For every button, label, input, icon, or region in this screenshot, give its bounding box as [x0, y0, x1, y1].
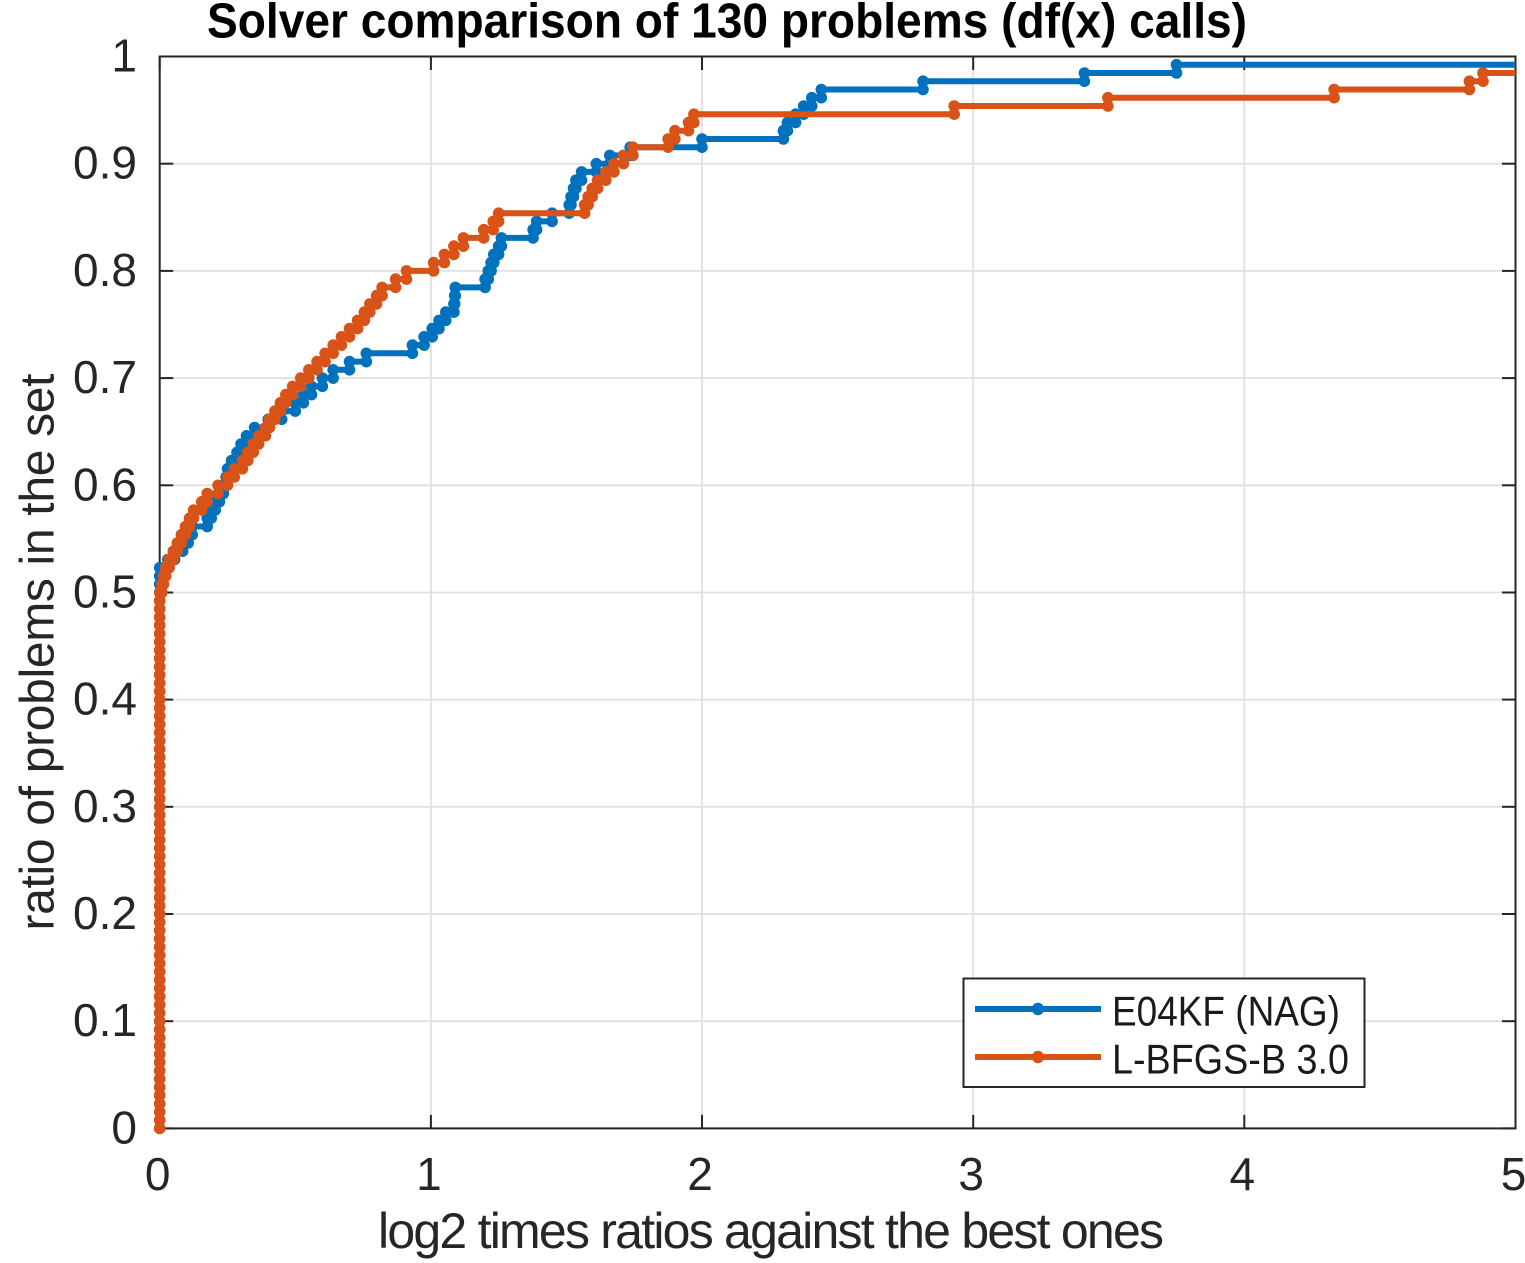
svg-text:L-BFGS-B 3.0: L-BFGS-B 3.0	[1112, 1036, 1349, 1083]
svg-text:0: 0	[111, 1101, 137, 1153]
svg-text:E04KF (NAG): E04KF (NAG)	[1112, 988, 1340, 1035]
svg-text:3: 3	[958, 1148, 984, 1200]
svg-text:5: 5	[1501, 1148, 1525, 1200]
svg-text:0.3: 0.3	[73, 780, 137, 832]
svg-text:0.1: 0.1	[73, 994, 137, 1046]
svg-text:0.5: 0.5	[73, 566, 137, 618]
svg-text:0.7: 0.7	[73, 351, 137, 403]
svg-text:ratio of problems in the set: ratio of problems in the set	[12, 374, 65, 931]
svg-text:0.8: 0.8	[73, 244, 137, 296]
svg-text:2: 2	[687, 1148, 713, 1200]
svg-text:0: 0	[145, 1148, 171, 1200]
svg-text:0.4: 0.4	[73, 673, 137, 725]
svg-text:log2 times ratios against the: log2 times ratios against the best ones	[378, 1203, 1164, 1259]
svg-text:Solver comparison of 130 probl: Solver comparison of 130 problems (df(x)…	[207, 0, 1247, 49]
svg-text:1: 1	[416, 1148, 442, 1200]
svg-text:1: 1	[111, 30, 137, 82]
svg-text:4: 4	[1230, 1148, 1256, 1200]
svg-text:0.9: 0.9	[73, 137, 137, 189]
svg-text:0.2: 0.2	[73, 887, 137, 939]
svg-text:0.6: 0.6	[73, 458, 137, 510]
